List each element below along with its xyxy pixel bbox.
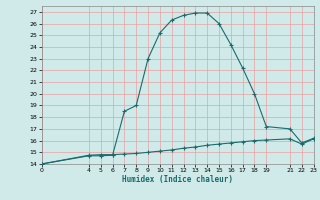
X-axis label: Humidex (Indice chaleur): Humidex (Indice chaleur) [122,175,233,184]
